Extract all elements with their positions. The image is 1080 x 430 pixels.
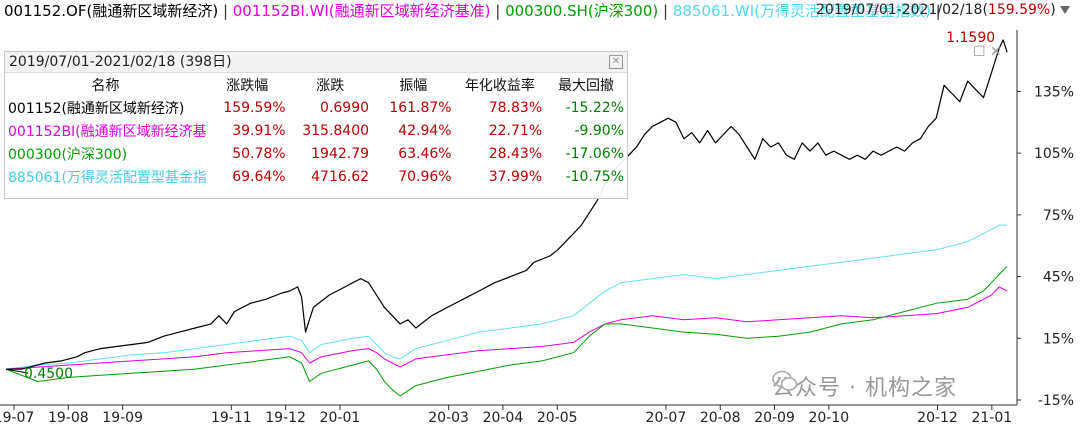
x-tick-label: 19-07 bbox=[0, 410, 34, 426]
x-tick-label: 19-09 bbox=[102, 410, 143, 426]
row-change: 0.6990 bbox=[320, 99, 370, 116]
table-row[interactable]: 000300(沪深300) 50.78% 1942.79 63.46% 28.4… bbox=[5, 142, 627, 165]
x-tick-label: 19-12 bbox=[265, 410, 306, 426]
y-tick-label: -15% bbox=[1038, 393, 1074, 409]
x-tick-label: 20-07 bbox=[646, 410, 687, 426]
min-value-label: 0.4500 bbox=[24, 366, 73, 382]
row-annual-return: 28.43% bbox=[488, 145, 543, 162]
x-tick-label: 20-10 bbox=[809, 410, 850, 426]
stats-table: 名称 涨跌幅 涨跌 振幅 年化收益率 最大回撤 001152(融通新区域新经济)… bbox=[5, 73, 627, 188]
y-tick-label: 45% bbox=[1043, 270, 1074, 286]
restore-icon[interactable]: ☐ bbox=[973, 44, 986, 60]
row-change: 4716.62 bbox=[311, 168, 370, 185]
x-tick-label: 20-12 bbox=[917, 410, 958, 426]
chart-legend: 001152.OF(融通新区域新经济) | 001152BI.WI(融通新区域新… bbox=[4, 2, 941, 21]
stats-header-row: 名称 涨跌幅 涨跌 振幅 年化收益率 最大回撤 bbox=[5, 73, 627, 96]
row-max-drawdown: -9.90% bbox=[574, 122, 624, 139]
stats-close-icon[interactable]: ✕ bbox=[609, 55, 623, 69]
stats-title: 2019/07/01-2021/02/18 (398日) bbox=[9, 54, 232, 70]
y-tick-label: 105% bbox=[1034, 146, 1074, 162]
row-max-drawdown: -10.75% bbox=[565, 168, 624, 185]
x-tick-label: 19-11 bbox=[211, 410, 252, 426]
row-amplitude: 42.94% bbox=[398, 122, 452, 139]
table-row[interactable]: 885061(万得灵活配置型基金指数) 69.64% 4716.62 70.96… bbox=[5, 165, 627, 188]
row-max-drawdown: -15.22% bbox=[565, 99, 624, 116]
series-line-2 bbox=[5, 265, 1008, 397]
row-name: 885061(万得灵活配置型基金指数) bbox=[8, 169, 206, 186]
row-name: 001152BI(融通新区域新经济基准) bbox=[8, 123, 206, 140]
col-change[interactable]: 涨跌 bbox=[316, 77, 345, 94]
x-tick-label: 20-01 bbox=[320, 410, 361, 426]
row-change: 1942.79 bbox=[311, 145, 370, 162]
stats-panel: 2019/07/01-2021/02/18 (398日) ✕ 名称 涨跌幅 涨跌… bbox=[4, 51, 628, 199]
col-annual-return[interactable]: 年化收益率 bbox=[464, 77, 535, 94]
x-tick-label: 20-08 bbox=[700, 410, 741, 426]
legend-sep: | bbox=[658, 2, 673, 20]
series-line-3 bbox=[5, 224, 1008, 370]
close-icon[interactable]: ✕ bbox=[990, 44, 1002, 60]
date-range-selector[interactable]: 2019/07/01-2021/02/18(159.59%) bbox=[816, 2, 1070, 18]
window-controls: ☐ ✕ bbox=[973, 44, 1002, 60]
row-annual-return: 22.71% bbox=[488, 122, 543, 139]
min-value-pointer bbox=[5, 368, 29, 374]
date-range-text: 2019/07/01-2021/02/18 bbox=[816, 2, 983, 18]
row-amplitude: 70.96% bbox=[398, 168, 452, 185]
col-max-drawdown[interactable]: 最大回撤 bbox=[558, 77, 615, 94]
row-change-pct: 39.91% bbox=[232, 122, 286, 139]
x-tick-label: 20-03 bbox=[428, 410, 469, 426]
wechat-icon bbox=[772, 370, 798, 391]
col-amplitude[interactable]: 振幅 bbox=[399, 77, 428, 94]
watermark: 公众号 · 机构之家 bbox=[772, 370, 957, 402]
max-value-label: 1.1590 bbox=[946, 30, 995, 46]
legend-sep: | bbox=[490, 2, 506, 20]
row-change-pct: 50.78% bbox=[232, 145, 286, 162]
x-tick-label: 20-05 bbox=[537, 410, 578, 426]
watermark-text: 公众号 · 机构之家 bbox=[772, 376, 957, 401]
legend-item-2[interactable]: 000300.SH(沪深300) bbox=[505, 2, 659, 20]
range-change-pct: 159.59% bbox=[987, 2, 1051, 18]
y-tick-label: 75% bbox=[1043, 208, 1074, 224]
row-max-drawdown: -17.06% bbox=[565, 145, 624, 162]
legend-sep: | bbox=[930, 2, 941, 20]
y-tick-label: 15% bbox=[1043, 331, 1074, 347]
row-change-pct: 69.64% bbox=[232, 168, 286, 185]
row-name: 001152(融通新区域新经济) bbox=[8, 100, 185, 117]
x-tick-label: 20-04 bbox=[483, 410, 524, 426]
col-change-pct[interactable]: 涨跌幅 bbox=[226, 77, 269, 94]
row-amplitude: 63.46% bbox=[398, 145, 452, 162]
row-name: 000300(沪深300) bbox=[8, 146, 128, 163]
row-change-pct: 159.59% bbox=[223, 99, 286, 116]
table-row[interactable]: 001152(融通新区域新经济) 159.59% 0.6990 161.87% … bbox=[5, 96, 627, 119]
x-tick-label: 20-09 bbox=[754, 410, 795, 426]
legend-sep: | bbox=[218, 2, 233, 20]
row-change: 315.8400 bbox=[302, 122, 370, 139]
row-annual-return: 78.83% bbox=[488, 99, 543, 116]
stats-title-bar: 2019/07/01-2021/02/18 (398日) ✕ bbox=[5, 52, 627, 73]
row-annual-return: 37.99% bbox=[488, 168, 543, 185]
legend-item-3[interactable]: 885061.WI(万得灵活配置型基金指数) bbox=[672, 2, 931, 20]
x-tick-label: 19-08 bbox=[48, 410, 89, 426]
col-name[interactable]: 名称 bbox=[91, 77, 120, 94]
row-amplitude: 161.87% bbox=[389, 99, 452, 116]
legend-item-1[interactable]: 001152BI.WI(融通新区域新经济基准) bbox=[232, 2, 491, 20]
y-tick-label: 135% bbox=[1034, 84, 1074, 100]
dropdown-arrow-icon[interactable] bbox=[1059, 6, 1070, 14]
x-tick-label: 21-01 bbox=[971, 410, 1012, 426]
series-line-1 bbox=[5, 286, 1008, 370]
legend-item-0[interactable]: 001152.OF(融通新区域新经济) bbox=[4, 2, 219, 20]
table-row[interactable]: 001152BI(融通新区域新经济基准) 39.91% 315.8400 42.… bbox=[5, 119, 627, 142]
